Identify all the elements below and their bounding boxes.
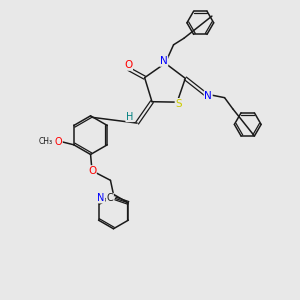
Text: N: N	[204, 91, 212, 101]
Text: O: O	[124, 60, 132, 70]
Text: S: S	[175, 99, 182, 109]
Text: O: O	[55, 137, 62, 147]
Text: O: O	[88, 166, 96, 176]
Text: N: N	[160, 56, 168, 66]
Text: C: C	[106, 194, 113, 203]
Text: CH₃: CH₃	[39, 137, 53, 146]
Text: N: N	[97, 193, 105, 203]
Text: H: H	[126, 112, 134, 122]
